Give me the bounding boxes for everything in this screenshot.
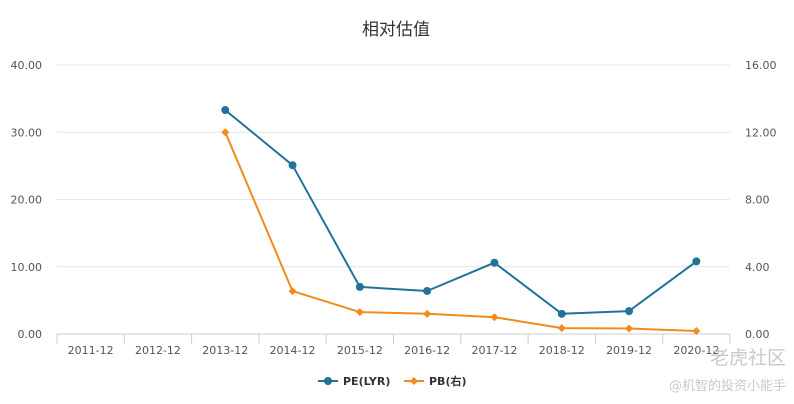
x-tick-label: 2013-12 [202, 344, 248, 357]
legend-pe-label: PE(LYR) [343, 375, 390, 388]
y-left-tick-label: 10.00 [11, 261, 43, 274]
chart-title: 相对估值 [362, 20, 430, 40]
series-layer [221, 106, 701, 335]
x-tick-label: 2011-12 [68, 344, 114, 357]
y-right-tick-label: 16.00 [745, 59, 777, 72]
watermark-main: 老虎社区 [710, 347, 786, 369]
x-tick-label: 2015-12 [337, 344, 383, 357]
x-axis: 2011-12 2012-12 2013-12 2014-12 2015-12 2016-… [56, 334, 731, 357]
x-tick-label: 2017-12 [471, 344, 517, 357]
data-point-1[interactable] [355, 308, 364, 317]
legend-pb-label: PB(右) [429, 374, 467, 388]
data-point-0[interactable] [221, 106, 230, 115]
x-tick-label: 2014-12 [270, 344, 316, 357]
series-line-0 [224, 109, 697, 315]
x-tick-label: 2012-12 [135, 344, 181, 357]
watermark-sub: @机智的投资小能手 [669, 378, 786, 394]
y-right-tick-label: 0.00 [745, 328, 770, 341]
data-point-1[interactable] [557, 324, 566, 333]
y-left-tick-label: 30.00 [11, 126, 43, 139]
legend[interactable]: PE(LYR) PB(右) [318, 374, 467, 388]
watermark: 老虎社区 @机智的投资小能手 [669, 347, 786, 394]
y-right-tick-label: 12.00 [745, 126, 777, 139]
data-point-0[interactable] [557, 309, 566, 318]
y-right-tick-label: 8.00 [745, 194, 770, 207]
x-tick-label: 2016-12 [404, 344, 450, 357]
data-point-1[interactable] [625, 324, 634, 333]
data-point-0[interactable] [490, 258, 499, 267]
legend-pb-marker [410, 377, 418, 385]
data-point-0[interactable] [423, 286, 432, 295]
data-point-0[interactable] [625, 307, 634, 316]
y-axis-left: 0.00 10.00 20.00 30.00 40.00 [11, 59, 43, 341]
x-tick-label: 2019-12 [606, 344, 652, 357]
y-left-tick-label: 20.00 [11, 194, 43, 207]
legend-pe-marker [324, 377, 332, 385]
data-point-1[interactable] [423, 309, 432, 318]
data-point-1[interactable] [490, 313, 499, 322]
data-point-1[interactable] [221, 128, 230, 137]
y-right-tick-label: 4.00 [745, 261, 770, 274]
series-line-1 [224, 131, 697, 332]
legend-item-pe[interactable]: PE(LYR) [318, 375, 390, 388]
y-left-tick-label: 0.00 [18, 328, 43, 341]
data-point-0[interactable] [355, 282, 364, 291]
grid [57, 64, 730, 335]
y-left-tick-label: 40.00 [11, 59, 43, 72]
data-point-1[interactable] [288, 287, 297, 296]
x-tick-label: 2018-12 [539, 344, 585, 357]
legend-item-pb[interactable]: PB(右) [404, 374, 467, 388]
y-axis-right: 0.00 4.00 8.00 12.00 16.00 [745, 59, 777, 341]
data-point-0[interactable] [288, 161, 297, 170]
data-point-1[interactable] [692, 326, 701, 335]
data-point-0[interactable] [692, 257, 701, 266]
x-tick-label: 2020-12 [673, 344, 719, 357]
